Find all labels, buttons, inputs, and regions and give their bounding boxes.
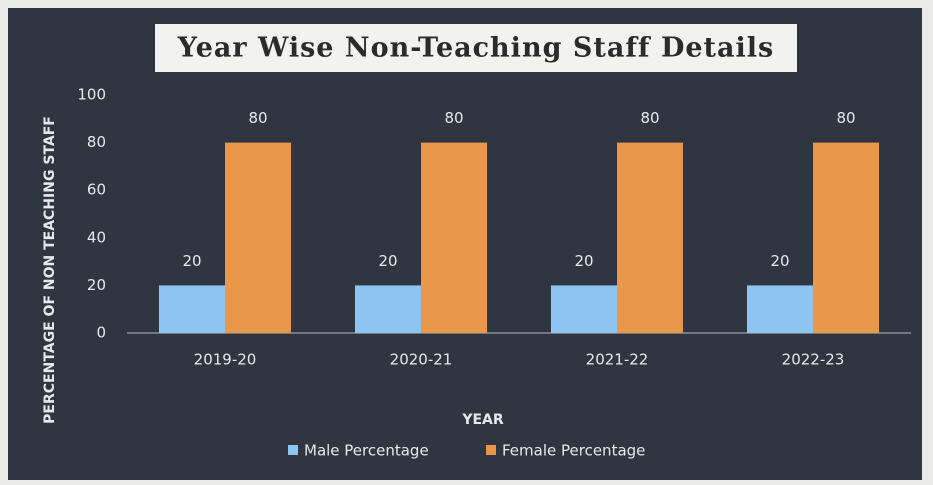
data-label: 20 xyxy=(574,252,593,270)
legend-swatch xyxy=(486,445,496,455)
x-tick-label: 2019-20 xyxy=(194,351,257,369)
y-tick-label: 60 xyxy=(87,181,106,199)
data-label: 20 xyxy=(182,252,201,270)
x-tick-label: 2020-21 xyxy=(390,351,453,369)
bar xyxy=(225,142,291,333)
data-label: 80 xyxy=(444,109,463,127)
y-tick-label: 80 xyxy=(87,133,106,151)
bar xyxy=(551,285,617,333)
chart-title: Year Wise Non-Teaching Staff Details xyxy=(177,33,774,64)
bar xyxy=(813,142,879,333)
bar xyxy=(355,285,421,333)
legend-swatch xyxy=(288,445,298,455)
bar xyxy=(159,285,225,333)
data-label: 20 xyxy=(770,252,789,270)
bar xyxy=(617,142,683,333)
bar xyxy=(421,142,487,333)
legend-label: Female Percentage xyxy=(502,442,645,460)
title-box xyxy=(155,24,797,72)
y-tick-label: 0 xyxy=(96,324,106,342)
x-tick-label: 2021-22 xyxy=(586,351,649,369)
data-label: 80 xyxy=(836,109,855,127)
y-axis-title: PERCENTAGE OF NON TEACHING STAFF xyxy=(42,116,58,424)
y-tick-label: 100 xyxy=(77,86,106,104)
x-tick-label: 2022-23 xyxy=(782,351,845,369)
data-label: 80 xyxy=(248,109,267,127)
data-label: 80 xyxy=(640,109,659,127)
y-tick-label: 20 xyxy=(87,276,106,294)
data-label: 20 xyxy=(378,252,397,270)
x-axis-title: YEAR xyxy=(461,412,504,428)
legend-label: Male Percentage xyxy=(304,442,429,460)
bar xyxy=(747,285,813,333)
y-tick-label: 40 xyxy=(87,228,106,246)
